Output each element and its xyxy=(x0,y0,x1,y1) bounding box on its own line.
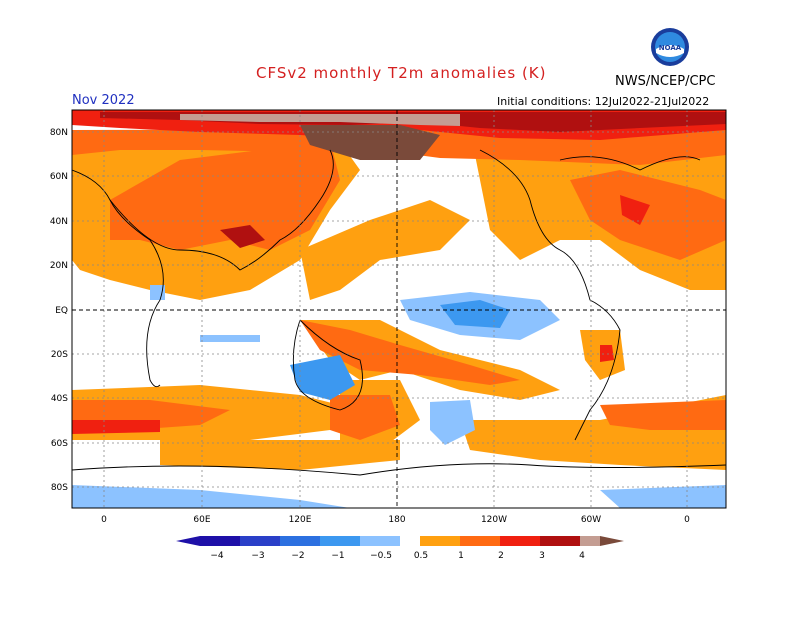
initial-conditions: Initial conditions: 12Jul2022-21Jul2022 xyxy=(497,95,710,108)
lon-label: 0 xyxy=(684,515,690,525)
lat-axis: 80N 60N 40N 20N EQ 20S 40S 60S 80S xyxy=(50,128,68,493)
lat-label: 80S xyxy=(51,483,68,493)
anomaly-fields xyxy=(72,110,726,508)
colorbar-segment xyxy=(240,536,280,546)
lat-label: 20N xyxy=(50,261,68,271)
lon-label: 120E xyxy=(289,515,312,525)
colorbar-neutral-segment xyxy=(400,536,420,546)
graticule xyxy=(72,110,726,508)
lon-label: 60E xyxy=(193,515,210,525)
colorbar-segment xyxy=(460,536,500,546)
noaa-logo-text: NOAA xyxy=(659,44,682,52)
colorbar-segment xyxy=(360,536,400,546)
colorbar-tick: −0.5 xyxy=(370,551,392,561)
lat-label: 60S xyxy=(51,439,68,449)
colorbar-tick: −2 xyxy=(291,551,304,561)
lon-axis: 0 60E 120E 180 120W 60W 0 xyxy=(101,515,690,525)
forecast-month: Nov 2022 xyxy=(72,93,135,108)
colorbar-tick: −4 xyxy=(210,551,224,561)
lat-label: 80N xyxy=(50,128,68,138)
colorbar-max-arrow xyxy=(600,536,624,546)
lat-label: 40N xyxy=(50,217,68,227)
colorbar-segment xyxy=(540,536,580,546)
colorbar-tick: 3 xyxy=(539,551,545,561)
colorbar-tick: 1 xyxy=(458,551,464,561)
colorbar-tick: 0.5 xyxy=(414,551,428,561)
lon-label: 120W xyxy=(481,515,507,525)
coastlines xyxy=(72,149,726,476)
lat-label: 40S xyxy=(51,394,68,404)
lat-label: 60N xyxy=(50,172,68,182)
lon-label: 60W xyxy=(581,515,601,525)
colorbar-segment xyxy=(500,536,540,546)
lat-label: EQ xyxy=(55,306,68,316)
colorbar-min-arrow xyxy=(176,536,200,546)
colorbar: −4 −3 −2 −1 −0.5 0.5 1 2 3 4 xyxy=(176,536,624,561)
colorbar-segment xyxy=(320,536,360,546)
colorbar-tick: 4 xyxy=(579,551,585,561)
noaa-logo-icon: NOAA xyxy=(651,28,689,66)
lat-label: 20S xyxy=(51,350,68,360)
chart-title: CFSv2 monthly T2m anomalies (K) xyxy=(256,64,547,82)
colorbar-tick: 2 xyxy=(498,551,504,561)
lon-label: 0 xyxy=(101,515,107,525)
agency-label: NWS/NCEP/CPC xyxy=(615,74,716,89)
colorbar-tick: −1 xyxy=(331,551,344,561)
colorbar-segment xyxy=(280,536,320,546)
colorbar-segment xyxy=(420,536,460,546)
colorbar-tick: −3 xyxy=(251,551,264,561)
map-frame xyxy=(71,109,727,509)
lon-label: 180 xyxy=(388,515,405,525)
colorbar-segment xyxy=(200,536,240,546)
colorbar-segment xyxy=(580,536,600,546)
